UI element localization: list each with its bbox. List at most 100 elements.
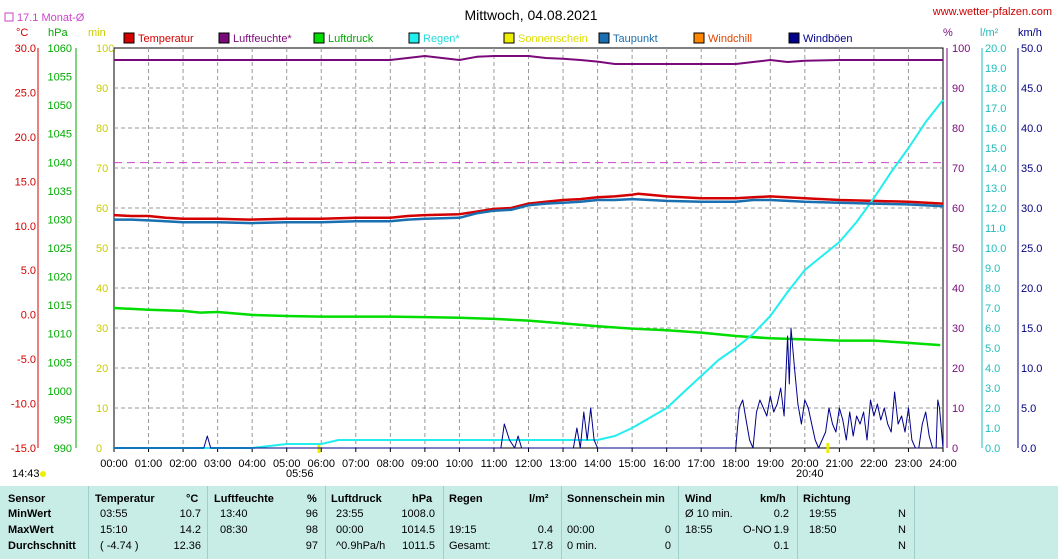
- table-cell: 18:55: [685, 524, 713, 536]
- y-tick-label: 6.0: [985, 323, 1000, 335]
- y-tick-label: 30: [952, 323, 964, 335]
- table-cell: 12.36: [173, 540, 201, 552]
- x-tick-label: 08:00: [377, 458, 405, 470]
- legend-swatch: [598, 32, 610, 44]
- y-tick-label: 15.0: [1021, 323, 1042, 335]
- website-link[interactable]: www.wetter-pfalzen.com: [932, 6, 1052, 18]
- table-cell: 0 min.: [567, 540, 597, 552]
- y-tick-label: 0.0: [1021, 443, 1036, 455]
- table-cell: 14.2: [179, 524, 201, 536]
- y-tick-label: 1050: [48, 100, 72, 112]
- header-wind: Wind: [685, 493, 712, 505]
- y-tick-label: 1020: [48, 272, 72, 284]
- x-tick-label: 11:00: [481, 458, 508, 470]
- header-direction: Richtung: [803, 493, 851, 505]
- table-cell: 00:00: [567, 524, 595, 536]
- y-tick-label: 40: [952, 283, 964, 295]
- column-divider: [914, 486, 915, 559]
- y-tick-label: 100: [96, 43, 114, 55]
- y-tick-label: 1060: [48, 43, 72, 55]
- legend-swatch: [408, 32, 420, 44]
- y-tick-label: 1040: [48, 157, 72, 169]
- series-luftfeuchte-line: [114, 55, 943, 65]
- table-cell: 0: [664, 524, 671, 536]
- x-tick-label: 24:00: [929, 458, 957, 470]
- header-pressure-unit: hPa: [412, 493, 433, 505]
- weather-chart: 30.0 25.0 20.0 15.0 10.0 5.0 0.0 -5.0 -10.0 -15.0…: [4, 6, 1052, 480]
- table-cell: 96: [305, 508, 318, 520]
- table-cell: O-NO: [743, 524, 772, 536]
- y-tick-label: 80: [96, 123, 108, 135]
- column-divider: [207, 486, 208, 559]
- column-divider: [88, 486, 89, 559]
- monthly-avg-marker-icon: [4, 12, 14, 22]
- table-cell: N: [898, 540, 906, 552]
- table-cell: 1011.5: [402, 540, 435, 552]
- table-cell: 03:55: [100, 508, 128, 520]
- table-cell: N: [898, 524, 906, 536]
- x-tick-label: 10:00: [446, 458, 474, 470]
- table-cell: 18:50: [809, 524, 837, 536]
- y-tick-label: 5.0: [1021, 403, 1036, 415]
- header-humidity-unit: %: [307, 493, 317, 505]
- table-cell: 0.4: [537, 524, 553, 536]
- x-tick-label: 17:00: [687, 458, 715, 470]
- legend-label: Luftdruck: [328, 33, 374, 45]
- y-tick-label: -5.0: [17, 354, 36, 366]
- series-taupunkt-line: [114, 197, 944, 225]
- pressure-unit-label: hPa: [48, 27, 68, 39]
- table-cell: 0: [664, 540, 671, 552]
- header-wind-unit: km/h: [760, 493, 786, 505]
- y-tick-label: 100: [952, 43, 970, 55]
- table-cell: 10.7: [179, 508, 201, 520]
- table-cell: ( -4.74 ): [100, 540, 139, 552]
- y-tick-label: 4.0: [985, 363, 1000, 375]
- y-tick-label: 5.0: [985, 343, 1000, 355]
- y-tick-label: 10.0: [985, 243, 1006, 255]
- legend-label: Windböen: [803, 33, 853, 45]
- y-tick-label: 50: [952, 243, 964, 255]
- y-tick-label: 30: [96, 323, 108, 335]
- row-label: Durchschnitt: [8, 540, 76, 552]
- table-cell: 0.1: [773, 540, 789, 552]
- legend-swatch: [788, 32, 800, 44]
- y-tick-label: 17.0: [985, 103, 1006, 115]
- y-tick-label: 15.0: [15, 176, 36, 188]
- table-cell: 13:40: [220, 508, 248, 520]
- y-tick-label: 90: [96, 83, 108, 95]
- series-temperatur-line: [113, 192, 944, 221]
- table-cell: Gesamt:: [449, 540, 491, 552]
- sunrise-label: 05:56: [286, 468, 314, 480]
- y-tick-label: 20.0: [1021, 283, 1042, 295]
- table-cell: Ø 10 min.: [685, 508, 733, 520]
- x-tick-label: 09:00: [411, 458, 439, 470]
- y-tick-label: 70: [952, 163, 964, 175]
- column-divider: [797, 486, 798, 559]
- legend-label: Regen*: [423, 33, 460, 45]
- x-tick-label: 21:00: [826, 458, 854, 470]
- y-tick-label: 20.0: [15, 132, 36, 144]
- y-tick-label: -10.0: [11, 399, 36, 411]
- table-cell: 1.9: [773, 524, 789, 536]
- grid: [114, 48, 943, 448]
- header-pressure: Luftdruck: [331, 493, 382, 505]
- y-tick-label: 1015: [48, 300, 72, 312]
- y-tick-label: 20: [96, 363, 108, 375]
- y-tick-label: 990: [54, 443, 72, 455]
- y-tick-label: 40.0: [1021, 123, 1042, 135]
- y-tick-label: 1055: [48, 72, 72, 84]
- x-tick-label: 13:00: [549, 458, 577, 470]
- x-tick-label: 00:00: [100, 458, 128, 470]
- legend-swatch: [503, 32, 515, 44]
- sun-unit-label: min: [88, 27, 106, 39]
- daylength-label: 14:43: [12, 468, 40, 480]
- x-tick-label: 15:00: [618, 458, 646, 470]
- legend-swatch: [313, 32, 325, 44]
- sunset-label: 20:40: [796, 468, 824, 480]
- y-tick-label: 1045: [48, 129, 72, 141]
- row-label: MaxWert: [8, 524, 54, 536]
- y-tick-label: 15.0: [985, 143, 1006, 155]
- y-tick-label: 10: [96, 403, 108, 415]
- y-tick-label: 80: [952, 123, 964, 135]
- table-cell: 1014.5: [401, 524, 435, 536]
